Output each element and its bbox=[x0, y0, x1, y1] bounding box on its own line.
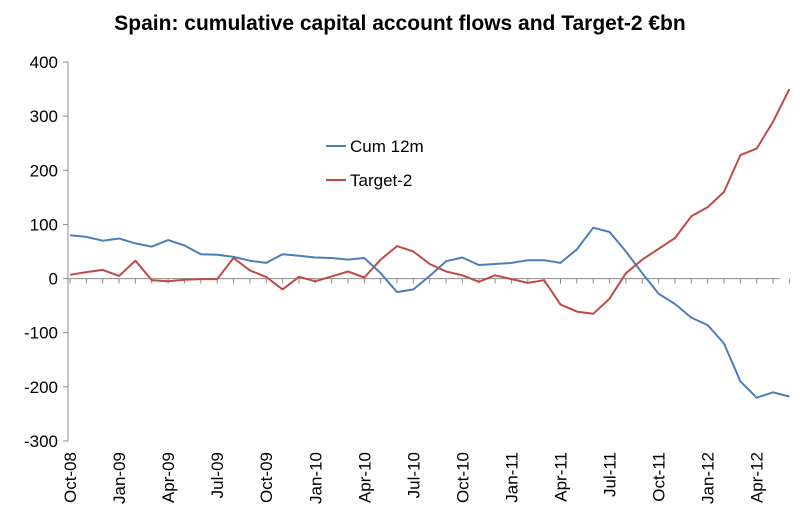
y-tick-label: -200 bbox=[24, 378, 58, 397]
y-tick-label: -300 bbox=[24, 432, 58, 451]
chart-title: Spain: cumulative capital account flows … bbox=[114, 12, 686, 35]
x-tick-label: Jan-09 bbox=[110, 452, 129, 504]
series-line-cum-12m bbox=[69, 226, 790, 399]
y-tick-label: 0 bbox=[49, 270, 58, 289]
x-tick-label: Jul-09 bbox=[208, 452, 227, 498]
x-tick-label: Apr-10 bbox=[355, 452, 374, 503]
legend: Cum 12m Target-2 bbox=[326, 137, 424, 190]
y-axis-ticks: 400 300 200 100 0 -100 -200 -300 bbox=[24, 53, 68, 451]
series-lines bbox=[69, 88, 791, 399]
x-tick-label: Apr-11 bbox=[552, 452, 571, 502]
x-tick-label: Oct-10 bbox=[453, 452, 472, 503]
legend-label: Cum 12m bbox=[350, 137, 424, 156]
x-axis-ticks: Oct-08 Jan-09 Apr-09 Jul-09 Oct-09 Jan-10 Apr-… bbox=[61, 278, 790, 504]
y-tick-label: 100 bbox=[30, 215, 58, 234]
x-tick-label: Jan-12 bbox=[699, 452, 718, 504]
x-tick-label: Oct-08 bbox=[61, 452, 80, 503]
x-tick-label: Jan-10 bbox=[306, 452, 325, 504]
y-tick-label: 400 bbox=[30, 53, 58, 72]
x-tick-label: Oct-11 bbox=[650, 452, 669, 502]
y-tick-label: -100 bbox=[24, 324, 58, 343]
y-tick-label: 200 bbox=[30, 161, 58, 180]
axes bbox=[67, 62, 780, 441]
y-tick-label: 300 bbox=[30, 107, 58, 126]
x-tick-label: Apr-12 bbox=[748, 452, 767, 503]
x-tick-label: Jan-11 bbox=[502, 452, 521, 503]
x-tick-label: Apr-09 bbox=[159, 452, 178, 503]
legend-label: Target-2 bbox=[350, 171, 412, 190]
x-tick-label: Jul-11 bbox=[601, 452, 620, 497]
x-tick-label: Oct-09 bbox=[257, 452, 276, 503]
series-line-target-2 bbox=[69, 88, 791, 315]
x-tick-label: Jul-10 bbox=[404, 452, 423, 498]
